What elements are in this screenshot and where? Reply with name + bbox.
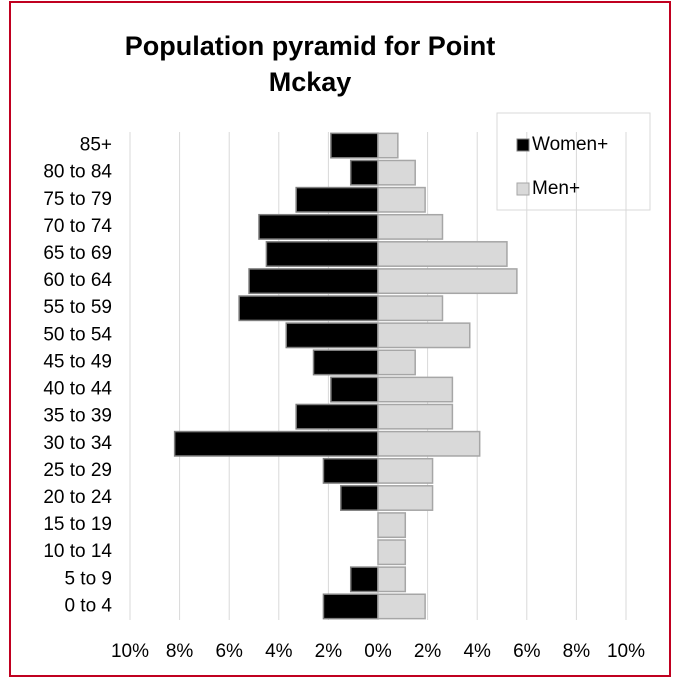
y-tick-label: 70 to 74 xyxy=(43,216,112,237)
x-tick-label: 4% xyxy=(463,641,491,662)
bar xyxy=(340,485,379,511)
bar xyxy=(377,295,444,322)
x-tick-label: 6% xyxy=(215,641,243,662)
x-tick-label: 4% xyxy=(265,641,293,662)
y-tick-label: 50 to 54 xyxy=(43,324,112,345)
bar xyxy=(285,322,379,349)
bar xyxy=(377,403,454,430)
bar xyxy=(377,159,416,186)
bar xyxy=(377,268,518,295)
bar xyxy=(377,485,434,511)
x-tick-label: 6% xyxy=(513,641,541,662)
bar xyxy=(330,132,379,159)
bar xyxy=(377,566,407,593)
bar xyxy=(377,186,426,213)
bar xyxy=(377,349,416,376)
legend-label: Women+ xyxy=(532,134,608,155)
x-tick-label: 8% xyxy=(166,641,194,662)
y-tick-label: 60 to 64 xyxy=(43,270,112,291)
bar xyxy=(258,213,379,240)
y-tick-label: 30 to 34 xyxy=(43,433,112,454)
x-tick-label: 2% xyxy=(414,641,442,662)
bar xyxy=(322,593,379,620)
bar xyxy=(349,159,379,186)
y-tick-label: 80 to 84 xyxy=(43,162,112,183)
bar xyxy=(377,376,454,403)
y-tick-label: 85+ xyxy=(80,135,112,156)
bar xyxy=(265,241,379,267)
bar xyxy=(295,186,379,213)
bar xyxy=(377,430,481,457)
y-tick-label: 40 to 44 xyxy=(43,379,112,400)
y-tick-label: 55 to 59 xyxy=(43,297,112,318)
bar xyxy=(377,512,407,539)
y-tick-label: 15 to 19 xyxy=(43,514,112,535)
bar xyxy=(238,295,379,322)
legend-swatch xyxy=(516,182,530,196)
x-tick-label: 10% xyxy=(607,641,645,662)
legend-label: Men+ xyxy=(532,178,580,199)
legend-swatch xyxy=(516,138,530,152)
bar xyxy=(322,457,379,484)
y-tick-label: 75 to 79 xyxy=(43,189,112,210)
x-tick-label: 8% xyxy=(563,641,591,662)
bar xyxy=(330,376,379,403)
x-tick-label: 10% xyxy=(111,641,149,662)
bar xyxy=(377,213,444,240)
bar xyxy=(377,132,399,159)
bar xyxy=(349,566,379,593)
y-tick-label: 35 to 39 xyxy=(43,406,112,427)
y-tick-label: 5 to 9 xyxy=(64,568,112,589)
bar xyxy=(377,593,426,620)
y-tick-label: 45 to 49 xyxy=(43,351,112,372)
bar xyxy=(377,322,471,349)
bar xyxy=(295,403,379,430)
y-tick-label: 0 to 4 xyxy=(64,595,112,616)
y-tick-label: 20 to 24 xyxy=(43,487,112,508)
x-tick-label: 0% xyxy=(364,641,392,662)
y-tick-label: 25 to 29 xyxy=(43,460,112,481)
y-tick-label: 65 to 69 xyxy=(43,243,112,264)
bar xyxy=(312,349,379,376)
bar xyxy=(377,539,407,566)
chart-title: Population pyramid for Point Mckay xyxy=(124,31,496,97)
x-tick-label: 2% xyxy=(315,641,343,662)
bar xyxy=(248,268,379,295)
bar xyxy=(377,457,434,484)
y-tick-label: 10 to 14 xyxy=(43,541,112,562)
bar xyxy=(173,430,379,457)
bar xyxy=(377,241,508,267)
